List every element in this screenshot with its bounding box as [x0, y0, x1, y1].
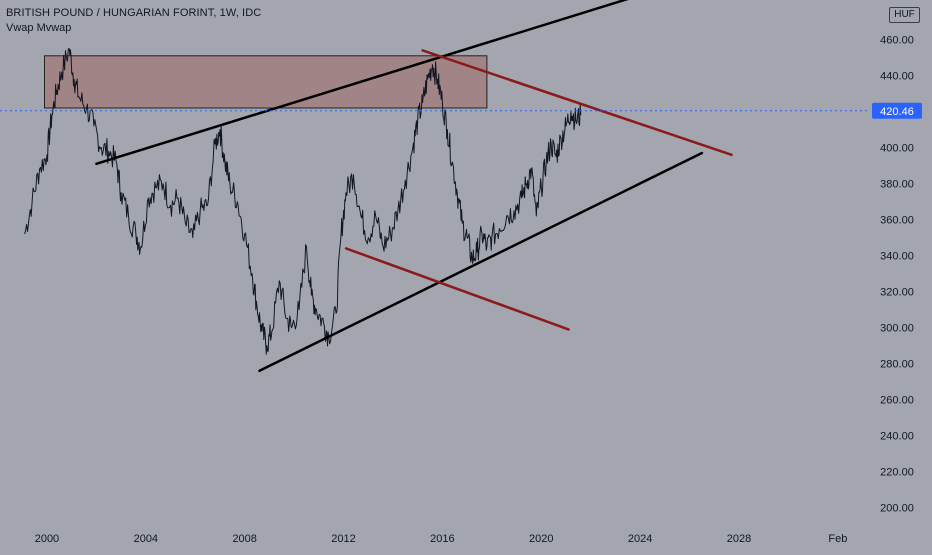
- trendline-black-2: [258, 151, 704, 373]
- y-tick-label: 240.00: [880, 431, 914, 443]
- y-tick-label: 440.00: [880, 71, 914, 83]
- trendline-black-1: [95, 0, 629, 166]
- x-axis: 2000 2004 2008 2012 2016 2020 2024 2028 Feb: [35, 533, 848, 545]
- x-tick-label: 2012: [331, 533, 355, 545]
- indicator-label: Vwap Mvwap: [6, 22, 72, 34]
- x-tick-label: 2016: [430, 533, 454, 545]
- currency-badge[interactable]: HUF: [889, 7, 920, 23]
- y-tick-label: 260.00: [880, 395, 914, 407]
- x-tick-label: 2020: [529, 533, 553, 545]
- current-price-tag: [872, 102, 922, 119]
- trendline-red-4: [344, 247, 570, 331]
- x-tick-label: Feb: [828, 533, 847, 545]
- y-tick-label: 400.00: [880, 143, 914, 155]
- x-tick-label: 2028: [727, 533, 751, 545]
- x-tick-label: 2024: [628, 533, 652, 545]
- y-tick-label: 300.00: [880, 323, 914, 335]
- y-tick-label: 360.00: [880, 215, 914, 227]
- x-tick-label: 2008: [232, 533, 256, 545]
- y-tick-label: 320.00: [880, 287, 914, 299]
- y-tick-label: 220.00: [880, 467, 914, 479]
- y-tick-label: 340.00: [880, 251, 914, 263]
- trend-layer: [95, 0, 733, 373]
- current-price-layer: 420.46: [0, 102, 922, 119]
- y-tick-label: 280.00: [880, 359, 914, 371]
- trendline-red-3: [421, 49, 733, 157]
- y-tick-label: 460.00: [880, 35, 914, 47]
- y-axis: 200.00 220.00 240.00 260.00 280.00 300.00 320.…: [880, 35, 914, 515]
- y-tick-label: 200.00: [880, 503, 914, 515]
- price-series-line: [24, 48, 582, 355]
- y-tick-label: 380.00: [880, 179, 914, 191]
- current-price-label: 420.46: [880, 106, 914, 118]
- price-layer: [24, 48, 582, 355]
- x-tick-label: 2004: [134, 533, 158, 545]
- chart-title: BRITISH POUND / HUNGARIAN FORINT, 1W, ID…: [6, 7, 262, 19]
- x-tick-label: 2000: [35, 533, 59, 545]
